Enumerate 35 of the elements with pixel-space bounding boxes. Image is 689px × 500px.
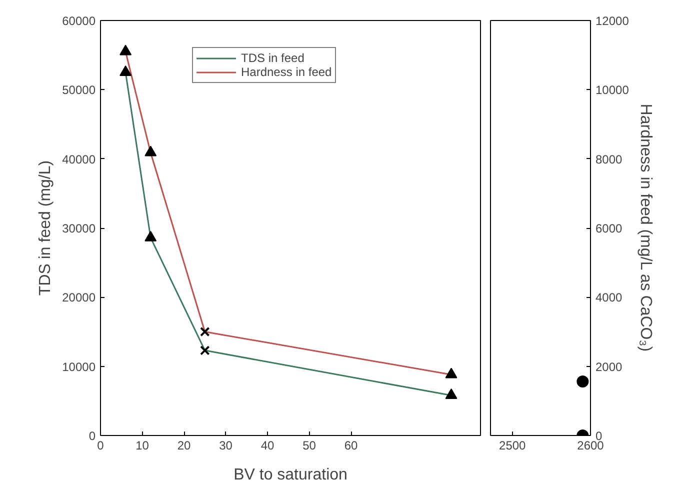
y2-axis-title: Hardness in feed (mg/L as CaCO₃)	[636, 104, 654, 352]
x-tick-label: 2600	[577, 438, 604, 452]
x-tick-label: 0	[97, 438, 104, 452]
point	[144, 146, 157, 156]
point	[120, 66, 132, 76]
y2-tick-label: 8000	[596, 152, 623, 166]
x-tick-label: 10	[136, 438, 150, 452]
y-tick-label: 30000	[62, 222, 96, 236]
y2-tick-label: 2000	[596, 360, 623, 374]
x-axis-title: BV to saturation	[234, 466, 348, 484]
y2-tick-label: 4000	[596, 290, 623, 305]
y2-tick-label: 10000	[596, 83, 630, 98]
point	[120, 44, 132, 56]
point	[445, 388, 458, 400]
x-tick-label: 2500	[499, 438, 526, 452]
x-tick-label: 40	[260, 438, 275, 452]
y-tick-label: 60000	[62, 14, 96, 28]
x-tick-label: 20	[177, 438, 192, 452]
point	[200, 326, 210, 337]
y-axis-title: TDS in feed (mg/L)	[37, 160, 54, 296]
point	[200, 346, 210, 356]
legend-label: Hardness in feed	[241, 65, 332, 79]
y2-tick-label: 12000	[596, 14, 630, 28]
x-tick-label: 30	[219, 438, 233, 452]
y-tick-label: 20000	[62, 290, 96, 305]
point	[144, 230, 157, 242]
y-tick-label: 0	[88, 429, 96, 443]
x-tick-label: 50	[302, 438, 316, 452]
y-tick-label: 40000	[62, 152, 96, 166]
y2-tick-label: 6000	[596, 222, 623, 236]
y-tick-label: 10000	[62, 360, 96, 374]
legend-label: TDS in feed	[241, 51, 304, 65]
point	[445, 368, 458, 378]
y-tick-label: 50000	[62, 83, 96, 98]
x-tick-label: 60	[344, 438, 358, 452]
